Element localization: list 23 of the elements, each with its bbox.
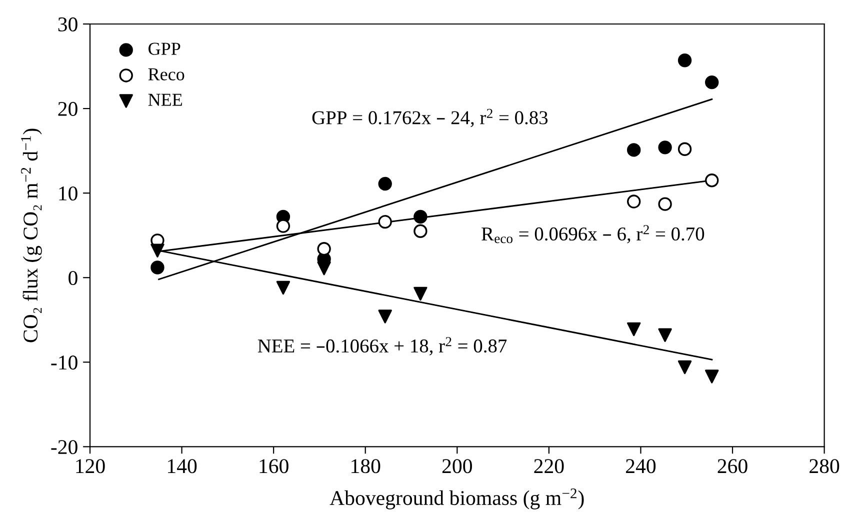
- x-tick-label: 260: [718, 459, 748, 474]
- x-axis-title: Aboveground biomass (g m$^{−2}$): [330, 488, 584, 510]
- x-tick-label: 200: [442, 459, 472, 474]
- y-tick-label: 10: [59, 186, 78, 201]
- y-tick-label: -20: [51, 440, 78, 454]
- legend-label: GPP: [148, 42, 180, 55]
- x-tick-label: 160: [260, 459, 288, 474]
- y-tick-label: 20: [58, 102, 78, 116]
- x-tick-label: 120: [76, 459, 105, 474]
- y-tick-label: -10: [51, 356, 78, 370]
- legend-label: Reco: [148, 68, 184, 80]
- y-axis-title: CO₂ flux (g CO₂ m$^{−2}$ d$^{−1}$): [21, 128, 42, 342]
- y-tick-label: 0: [68, 270, 78, 286]
- annotation: NEE = –0.1066x + 18, r$^{2}$ = 0.87: [258, 337, 507, 356]
- annotation: GPP = 0.1762x – 24, r$^{2}$ = 0.83: [312, 108, 548, 128]
- x-tick-label: 140: [168, 459, 197, 474]
- x-tick-label: 280: [810, 459, 840, 474]
- y-tick-label: 30: [58, 17, 78, 32]
- x-tick-label: 240: [626, 459, 656, 474]
- x-tick-label: 180: [352, 459, 380, 474]
- legend-label: NEE: [148, 94, 182, 106]
- annotation: R$_{eco}$ = 0.0696x – 6, r$^{2}$ = 0.70: [482, 225, 704, 244]
- x-tick-label: 220: [534, 459, 564, 474]
